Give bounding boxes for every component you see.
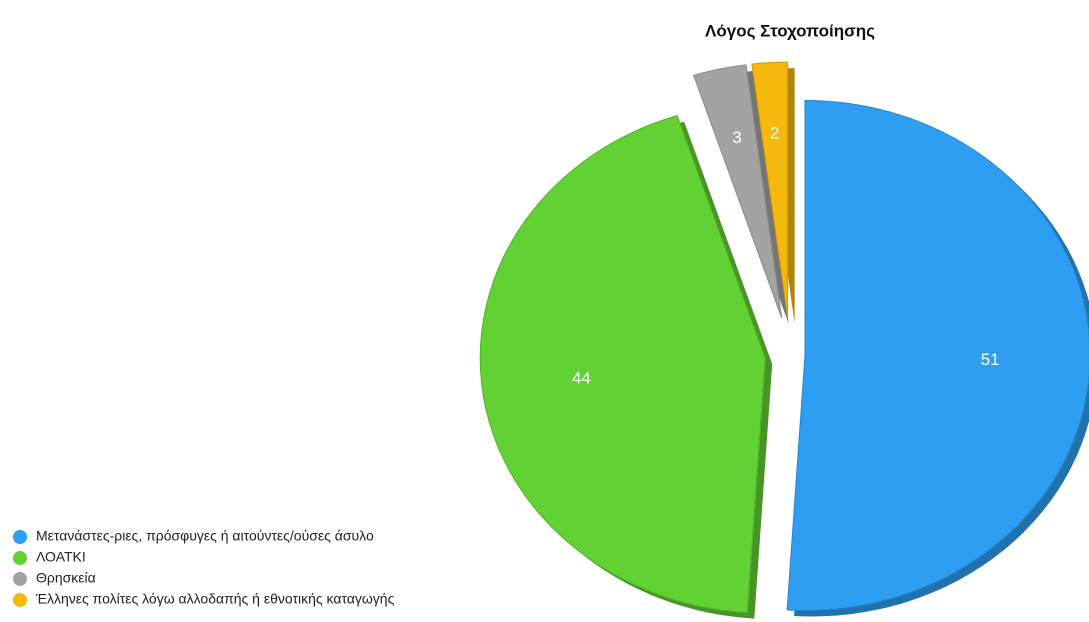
slice xyxy=(786,99,1089,611)
legend-label: Θρησκεία xyxy=(36,570,96,586)
legend-marker xyxy=(13,572,27,586)
legend-label: Μετανάστες-ριες, πρόσφυγες ή αιτούντες/ο… xyxy=(36,528,374,544)
legend-marker xyxy=(13,551,27,565)
data-label: 2 xyxy=(770,123,779,142)
legend-label: Έλληνες πολίτες λόγω αλλοδαπής ή εθνοτικ… xyxy=(35,591,395,607)
data-label: 51 xyxy=(981,350,1000,369)
chart-title: Λόγος Στοχοποίησης xyxy=(705,21,875,40)
legend-label: ΛΟΑΤΚΙ xyxy=(36,549,86,565)
legend-marker xyxy=(13,530,27,544)
slice xyxy=(692,64,783,319)
slice xyxy=(751,61,789,318)
data-label: 44 xyxy=(572,368,591,387)
legend-marker xyxy=(13,593,27,607)
data-label: 3 xyxy=(732,128,741,147)
slice xyxy=(479,115,766,614)
